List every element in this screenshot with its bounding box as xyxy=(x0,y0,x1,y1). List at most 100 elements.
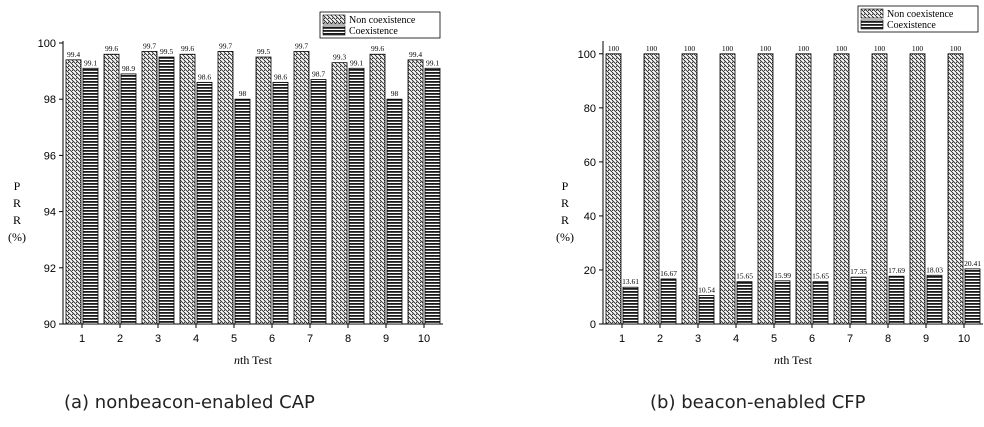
bar-coexistence xyxy=(888,275,905,325)
x-tick-label: 10 xyxy=(958,333,970,345)
x-axis-label: nth Test xyxy=(774,353,813,367)
data-label: 99.1 xyxy=(426,58,439,67)
y-axis-label-line: (%) xyxy=(8,230,26,244)
x-tick-label: 7 xyxy=(847,333,853,345)
chart-b: 020406080100PRR(%)10013.61110016.6721001… xyxy=(556,5,983,367)
bar-non-coexistence xyxy=(65,59,82,325)
bar-non-coexistence xyxy=(141,51,158,325)
data-label: 99.7 xyxy=(219,41,232,50)
x-axis-label-italic: n xyxy=(234,353,240,367)
bar-non-coexistence xyxy=(909,53,926,325)
data-label: 99.6 xyxy=(105,44,118,53)
bar-coexistence xyxy=(926,274,943,325)
x-tick-label: 2 xyxy=(657,333,663,345)
data-label: 20.41 xyxy=(964,259,981,268)
legend-swatch-non-coexistence xyxy=(860,8,884,19)
y-tick-label: 40 xyxy=(584,211,596,223)
data-label: 98.7 xyxy=(312,70,325,79)
legend-swatch-coexistence xyxy=(860,19,884,30)
data-label: 99.4 xyxy=(409,50,422,59)
data-label: 99.1 xyxy=(84,58,97,67)
bar-coexistence xyxy=(850,276,867,325)
x-tick-label: 8 xyxy=(345,333,351,345)
bar-coexistence xyxy=(774,280,791,325)
bar-coexistence xyxy=(158,56,175,325)
data-label: 18.03 xyxy=(926,265,943,274)
y-axis-label-line: P xyxy=(14,179,21,193)
x-axis-label-italic: n xyxy=(774,353,780,367)
bar-non-coexistence xyxy=(757,53,774,325)
y-tick-label: 100 xyxy=(38,38,56,50)
data-label: 100 xyxy=(684,44,696,53)
y-tick-label: 90 xyxy=(44,319,56,331)
data-label: 99.1 xyxy=(350,58,363,67)
data-label: 15.99 xyxy=(774,271,791,280)
y-tick-label: 100 xyxy=(578,49,596,61)
data-label: 100 xyxy=(874,44,886,53)
bar-coexistence xyxy=(622,286,639,325)
bar-coexistence xyxy=(812,281,829,325)
bar-non-coexistence xyxy=(331,62,348,325)
bar-non-coexistence xyxy=(293,51,310,325)
data-label: 99.6 xyxy=(181,44,194,53)
bar-non-coexistence xyxy=(871,53,888,325)
x-tick-label: 7 xyxy=(307,333,313,345)
bar-non-coexistence xyxy=(217,51,234,325)
data-label: 98.6 xyxy=(274,72,287,81)
y-axis-label-line: R xyxy=(13,196,21,210)
x-tick-label: 6 xyxy=(809,333,815,345)
bar-non-coexistence xyxy=(643,53,660,325)
bar-coexistence xyxy=(348,67,365,325)
bar-coexistence xyxy=(736,281,753,325)
legend-label: Non coexistence xyxy=(349,15,416,26)
data-label: 100 xyxy=(836,44,848,53)
caption-a: (a) nonbeacon-enabled CAP xyxy=(64,392,315,413)
y-tick-label: 20 xyxy=(584,265,596,277)
x-tick-label: 8 xyxy=(885,333,891,345)
x-tick-label: 1 xyxy=(619,333,625,345)
data-label: 99.7 xyxy=(143,41,156,50)
bar-coexistence xyxy=(120,73,137,325)
data-label: 100 xyxy=(798,44,810,53)
data-label: 10.54 xyxy=(698,286,715,295)
data-label: 99.3 xyxy=(333,53,346,62)
bar-non-coexistence xyxy=(605,53,622,325)
bar-coexistence xyxy=(196,81,213,325)
bar-coexistence xyxy=(386,98,403,325)
y-tick-label: 98 xyxy=(44,94,56,106)
y-tick-label: 60 xyxy=(584,157,596,169)
x-axis-label: nth Test xyxy=(234,353,273,367)
x-axis-label-rest: th Test xyxy=(240,353,273,367)
data-label: 98.9 xyxy=(122,64,135,73)
y-axis-label-line: P xyxy=(562,179,569,193)
data-label: 99.7 xyxy=(295,41,308,50)
x-tick-label: 2 xyxy=(117,333,123,345)
data-label: 100 xyxy=(608,44,620,53)
x-tick-label: 9 xyxy=(383,333,389,345)
data-label: 98.6 xyxy=(198,72,211,81)
x-axis-label-rest: th Test xyxy=(780,353,813,367)
x-tick-label: 1 xyxy=(79,333,85,345)
data-label: 99.4 xyxy=(67,50,80,59)
data-label: 99.6 xyxy=(371,44,384,53)
x-tick-label: 4 xyxy=(733,333,739,345)
y-axis-label-line: R xyxy=(561,196,569,210)
data-label: 13.61 xyxy=(622,277,639,286)
data-label: 100 xyxy=(760,44,772,53)
bar-non-coexistence xyxy=(369,53,386,325)
data-label: 15.65 xyxy=(812,272,829,281)
y-axis-label-line: R xyxy=(561,213,569,227)
data-label: 100 xyxy=(646,44,658,53)
caption-b: (b) beacon-enabled CFP xyxy=(650,392,866,413)
x-tick-label: 6 xyxy=(269,333,275,345)
data-label: 100 xyxy=(950,44,962,53)
x-tick-label: 5 xyxy=(231,333,237,345)
bar-non-coexistence xyxy=(719,53,736,325)
x-tick-label: 3 xyxy=(695,333,701,345)
y-tick-label: 92 xyxy=(44,263,56,275)
data-label: 99.5 xyxy=(257,47,270,56)
data-label: 99.5 xyxy=(160,47,173,56)
bar-non-coexistence xyxy=(947,53,964,325)
